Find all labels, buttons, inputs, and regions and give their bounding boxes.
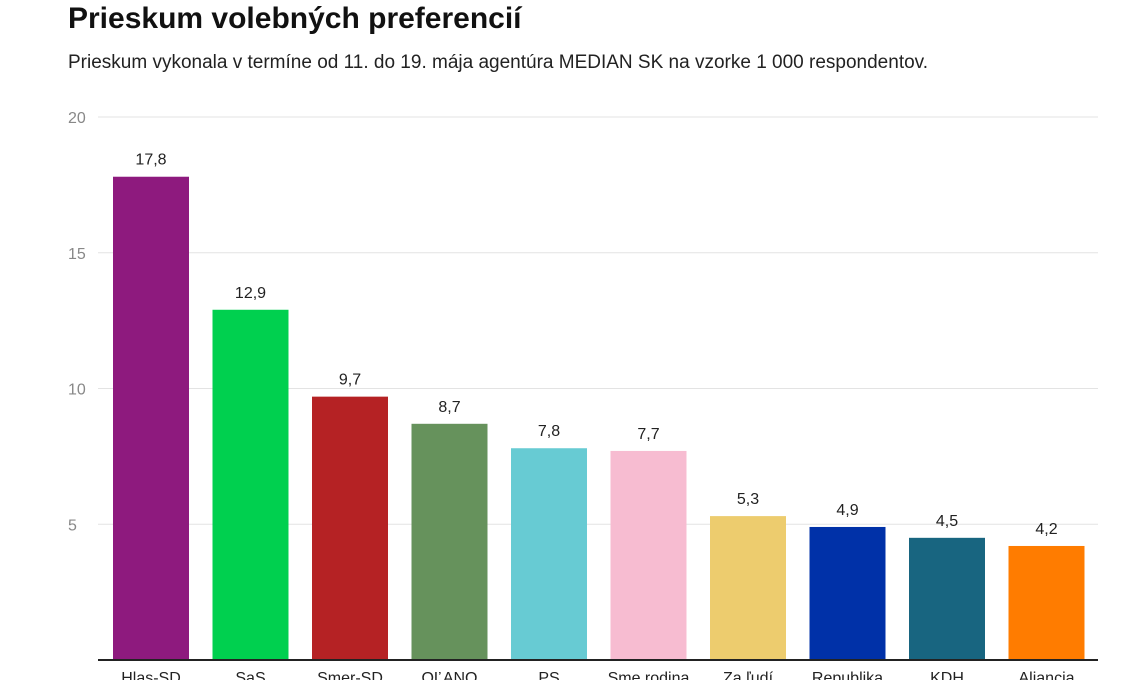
data-label: 7,7: [637, 426, 659, 443]
bar: [909, 537, 985, 660]
y-tick-label: 10: [68, 382, 86, 399]
x-tick-label: SaS: [235, 670, 265, 680]
bar: [312, 396, 388, 660]
data-label: 5,3: [737, 491, 759, 508]
chart-title: Prieskum volebných preferencií: [68, 2, 522, 35]
bar: [710, 516, 786, 660]
data-label: 9,7: [339, 372, 361, 389]
x-tick-label: Hlas-SD: [121, 670, 181, 680]
bar: [113, 176, 189, 661]
bar: [809, 526, 886, 660]
data-label: 4,5: [936, 513, 958, 530]
data-label: 12,9: [235, 285, 266, 302]
x-tick-label: OĽANO: [421, 670, 477, 680]
data-label: 8,7: [438, 399, 460, 416]
bar: [1008, 545, 1085, 660]
data-label: 7,8: [538, 423, 560, 440]
x-tick-label: KDH: [930, 670, 964, 680]
y-tick-label: 5: [68, 517, 77, 534]
x-tick-label: Aliancia: [1018, 670, 1074, 680]
bar: [610, 450, 687, 660]
bar: [411, 423, 488, 660]
x-tick-label: PS: [538, 670, 559, 680]
y-tick-label: 15: [68, 246, 86, 263]
bar: [511, 448, 587, 660]
x-tick-label: Republika: [812, 670, 883, 680]
data-label: 4,9: [836, 502, 858, 519]
x-tick-label: Smer-SD: [317, 670, 383, 680]
x-tick-label: Za ľudí: [723, 670, 774, 680]
data-label: 17,8: [135, 152, 166, 169]
x-tick-label: Sme rodina: [608, 670, 690, 680]
bar: [212, 309, 289, 660]
y-tick-label: 20: [68, 110, 86, 127]
data-label: 4,2: [1035, 521, 1057, 538]
chart-subtitle: Prieskum vykonala v termíne od 11. do 19…: [68, 52, 929, 73]
